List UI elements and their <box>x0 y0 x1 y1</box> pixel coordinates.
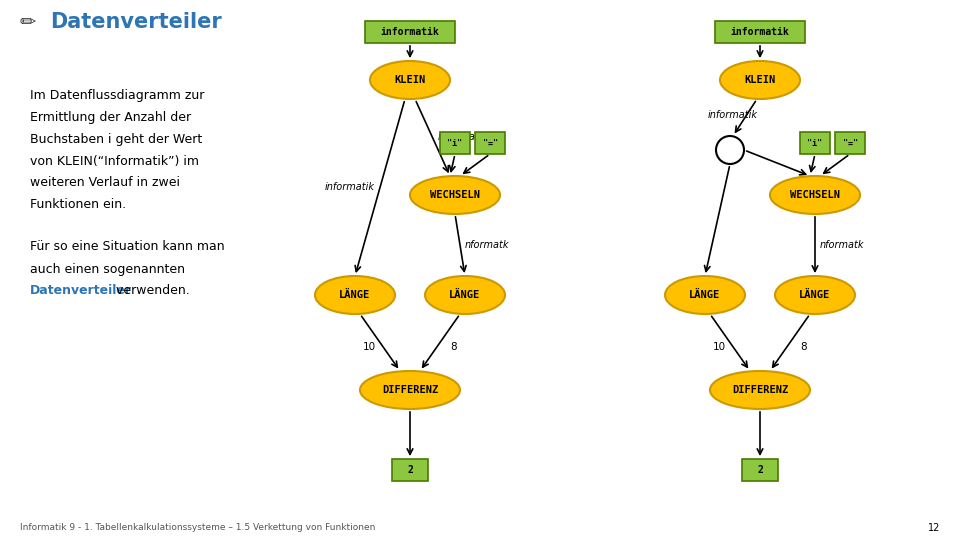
Text: DIFFERENZ: DIFFERENZ <box>382 385 438 395</box>
FancyBboxPatch shape <box>715 21 805 43</box>
FancyBboxPatch shape <box>742 459 778 481</box>
Circle shape <box>716 136 744 164</box>
Text: 8: 8 <box>801 342 807 353</box>
Text: Buchstaben i geht der Wert: Buchstaben i geht der Wert <box>30 132 203 145</box>
Ellipse shape <box>720 61 800 99</box>
Text: 10: 10 <box>363 342 376 353</box>
Text: informatik: informatik <box>325 183 375 192</box>
Ellipse shape <box>315 276 395 314</box>
Text: 8: 8 <box>450 342 457 353</box>
Text: DIFFERENZ: DIFFERENZ <box>732 385 788 395</box>
Text: von KLEIN(“Informatik”) im: von KLEIN(“Informatik”) im <box>30 154 199 167</box>
Text: informatik: informatik <box>438 132 488 143</box>
Text: Für so eine Situation kann man: Für so eine Situation kann man <box>30 240 225 253</box>
Text: ✏: ✏ <box>20 12 36 31</box>
FancyBboxPatch shape <box>835 132 865 154</box>
Text: informatik: informatik <box>380 27 440 37</box>
Text: verwenden.: verwenden. <box>112 285 190 298</box>
Ellipse shape <box>710 371 810 409</box>
Text: LÄNGE: LÄNGE <box>689 290 721 300</box>
Text: WECHSELN: WECHSELN <box>430 190 480 200</box>
Ellipse shape <box>775 276 855 314</box>
Text: LÄNGE: LÄNGE <box>340 290 371 300</box>
Text: "i": "i" <box>807 138 823 147</box>
Ellipse shape <box>425 276 505 314</box>
Text: KLEIN: KLEIN <box>395 75 425 85</box>
Text: 2: 2 <box>407 465 413 475</box>
Text: Im Datenflussdiagramm zur: Im Datenflussdiagramm zur <box>30 89 204 102</box>
Ellipse shape <box>770 176 860 214</box>
Text: WECHSELN: WECHSELN <box>790 190 840 200</box>
Text: informatik: informatik <box>708 110 758 120</box>
Text: nformatk: nformatk <box>465 240 510 250</box>
FancyBboxPatch shape <box>475 132 505 154</box>
Text: Datenverteiler: Datenverteiler <box>30 285 132 298</box>
FancyBboxPatch shape <box>440 132 470 154</box>
Text: "=": "=" <box>843 138 857 147</box>
Text: KLEIN: KLEIN <box>744 75 776 85</box>
FancyBboxPatch shape <box>392 459 428 481</box>
Ellipse shape <box>665 276 745 314</box>
Text: Informatik 9 - 1. Tabellenkalkulationssysteme – 1.5 Verkettung von Funktionen: Informatik 9 - 1. Tabellenkalkulationssy… <box>20 523 375 532</box>
Text: "i": "i" <box>447 138 463 147</box>
Text: nformatk: nformatk <box>820 240 865 250</box>
Text: Funktionen ein.: Funktionen ein. <box>30 199 126 212</box>
FancyBboxPatch shape <box>800 132 830 154</box>
Ellipse shape <box>360 371 460 409</box>
Text: LÄNGE: LÄNGE <box>800 290 830 300</box>
Text: weiteren Verlauf in zwei: weiteren Verlauf in zwei <box>30 177 180 190</box>
Ellipse shape <box>370 61 450 99</box>
Text: auch einen sogenannten: auch einen sogenannten <box>30 262 185 275</box>
Text: LÄNGE: LÄNGE <box>449 290 481 300</box>
Text: informatik: informatik <box>731 27 789 37</box>
Ellipse shape <box>410 176 500 214</box>
Text: 10: 10 <box>713 342 726 353</box>
FancyBboxPatch shape <box>365 21 455 43</box>
Text: 2: 2 <box>757 465 763 475</box>
Text: 12: 12 <box>927 523 940 533</box>
Text: Ermittlung der Anzahl der: Ermittlung der Anzahl der <box>30 111 191 124</box>
Text: "=": "=" <box>483 138 497 147</box>
Text: Datenverteiler: Datenverteiler <box>50 12 222 32</box>
